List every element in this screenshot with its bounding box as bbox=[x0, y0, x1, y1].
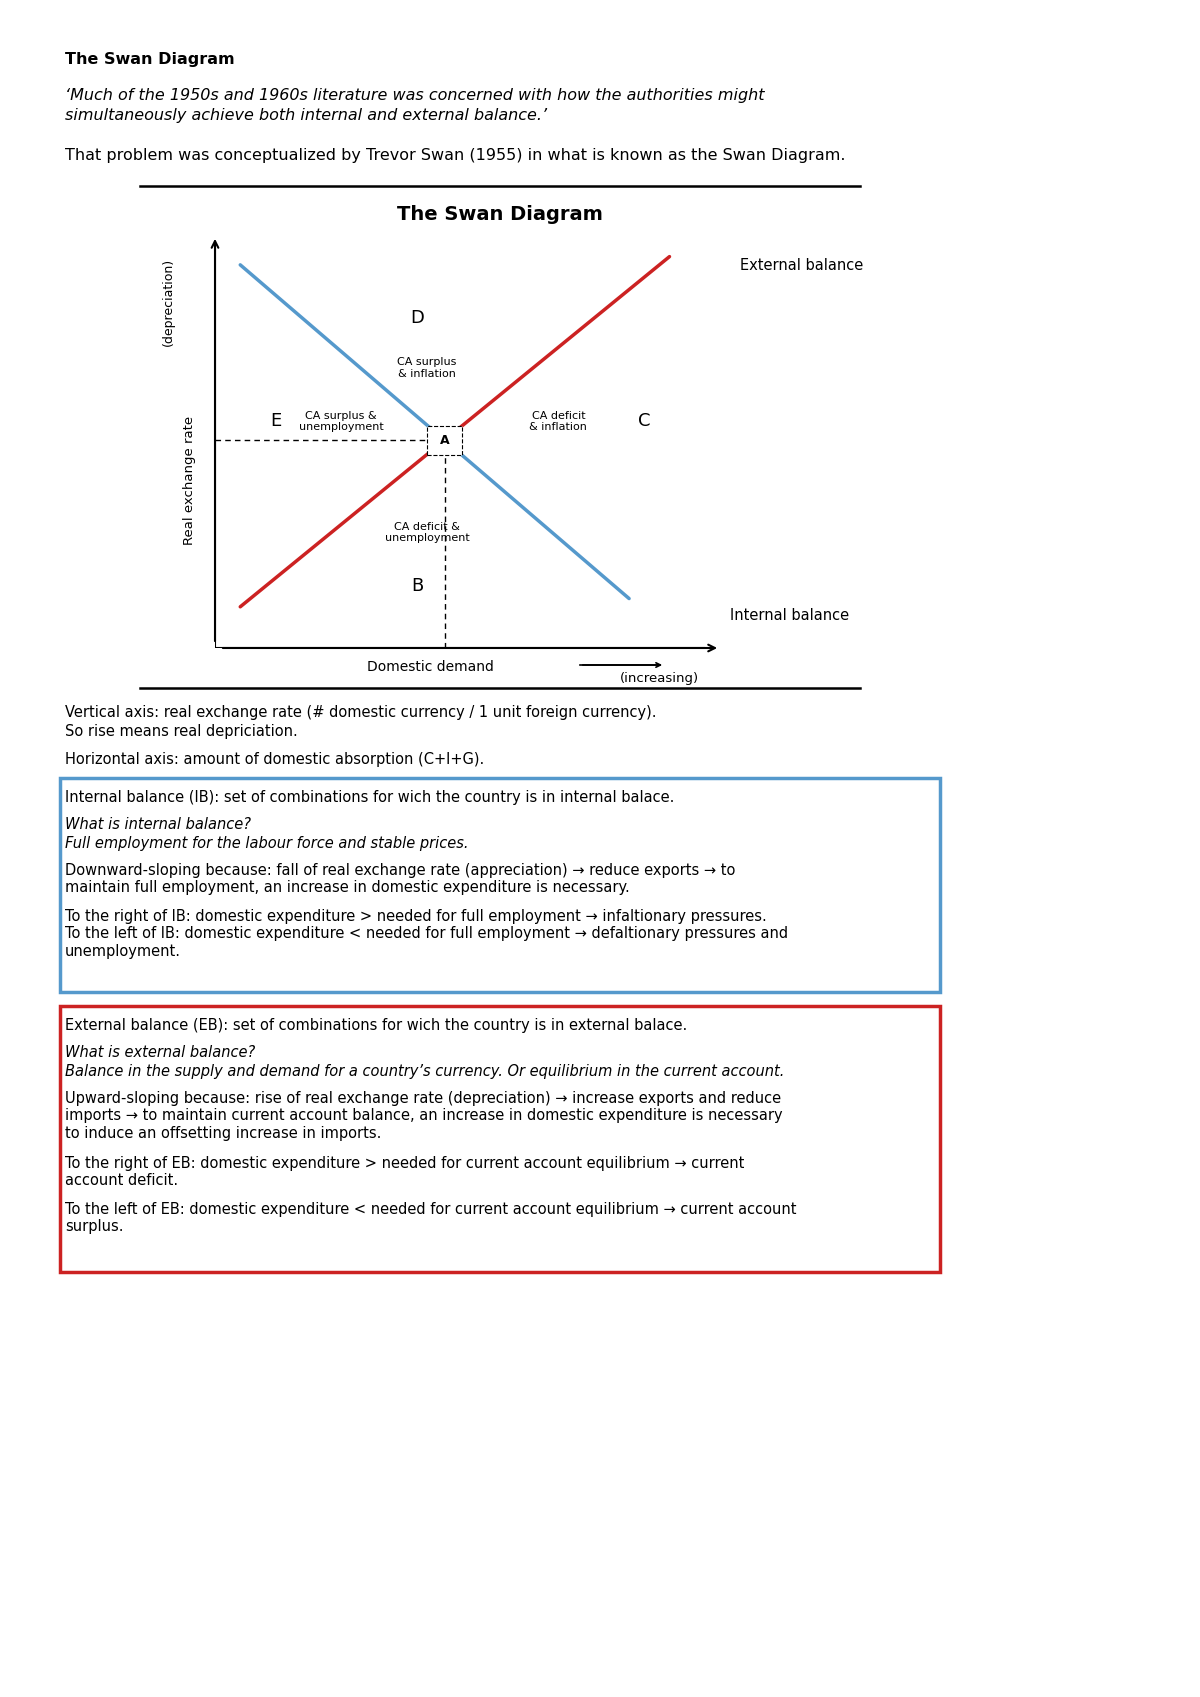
Text: A: A bbox=[439, 434, 449, 446]
Text: CA surplus
& inflation: CA surplus & inflation bbox=[397, 356, 457, 378]
Text: The Swan Diagram: The Swan Diagram bbox=[397, 205, 602, 224]
Text: CA surplus &
unemployment: CA surplus & unemployment bbox=[299, 411, 384, 433]
Text: (increasing): (increasing) bbox=[620, 672, 700, 686]
Text: Real exchange rate: Real exchange rate bbox=[184, 416, 197, 545]
Text: CA deficit
& inflation: CA deficit & inflation bbox=[529, 411, 587, 433]
Text: External balance: External balance bbox=[740, 258, 863, 273]
Text: B: B bbox=[410, 577, 424, 596]
Text: External balance (EB): set of combinations for wich the country is in external b: External balance (EB): set of combinatio… bbox=[65, 1018, 688, 1033]
Text: So rise means real depriciation.: So rise means real depriciation. bbox=[65, 725, 298, 738]
Text: Balance in the supply and demand for a country’s currency. Or equilibrium in the: Balance in the supply and demand for a c… bbox=[65, 1064, 785, 1079]
Text: What is external balance?: What is external balance? bbox=[65, 1045, 256, 1061]
Text: Internal balance: Internal balance bbox=[730, 609, 850, 623]
Text: Full employment for the labour force and stable prices.: Full employment for the labour force and… bbox=[65, 837, 468, 850]
Text: E: E bbox=[270, 412, 281, 431]
Text: Internal balance (IB): set of combinations for wich the country is in internal b: Internal balance (IB): set of combinatio… bbox=[65, 791, 674, 804]
Text: The Swan Diagram: The Swan Diagram bbox=[65, 53, 235, 66]
Text: D: D bbox=[410, 309, 424, 328]
Text: To the left of EB: domestic expenditure < needed for current account equilibrium: To the left of EB: domestic expenditure … bbox=[65, 1201, 797, 1234]
Text: CA deficit &
unemployment: CA deficit & unemployment bbox=[385, 523, 469, 543]
Text: To the right of EB: domestic expenditure > needed for current account equilibriu: To the right of EB: domestic expenditure… bbox=[65, 1156, 744, 1188]
Text: Horizontal axis: amount of domestic absorption (C+I+G).: Horizontal axis: amount of domestic abso… bbox=[65, 752, 485, 767]
Text: Vertical axis: real exchange rate (# domestic currency / 1 unit foreign currency: Vertical axis: real exchange rate (# dom… bbox=[65, 704, 656, 720]
Text: Upward-sloping because: rise of real exchange rate (depreciation) → increase exp: Upward-sloping because: rise of real exc… bbox=[65, 1091, 782, 1140]
Text: What is internal balance?: What is internal balance? bbox=[65, 816, 251, 832]
Text: (depreciation): (depreciation) bbox=[162, 258, 174, 346]
Bar bbox=[427, 426, 462, 455]
Text: Domestic demand: Domestic demand bbox=[366, 660, 493, 674]
Text: ‘Much of the 1950s and 1960s literature was concerned with how the authorities m: ‘Much of the 1950s and 1960s literature … bbox=[65, 88, 764, 104]
Text: Downward-sloping because: fall of real exchange rate (appreciation) → reduce exp: Downward-sloping because: fall of real e… bbox=[65, 864, 736, 896]
Text: To the right of IB: domestic expenditure > needed for full employment → infaltio: To the right of IB: domestic expenditure… bbox=[65, 910, 788, 959]
Text: simultaneously achieve both internal and external balance.’: simultaneously achieve both internal and… bbox=[65, 109, 547, 122]
Text: C: C bbox=[638, 412, 650, 431]
Text: That problem was conceptualized by Trevor Swan (1955) in what is known as the Sw: That problem was conceptualized by Trevo… bbox=[65, 148, 846, 163]
